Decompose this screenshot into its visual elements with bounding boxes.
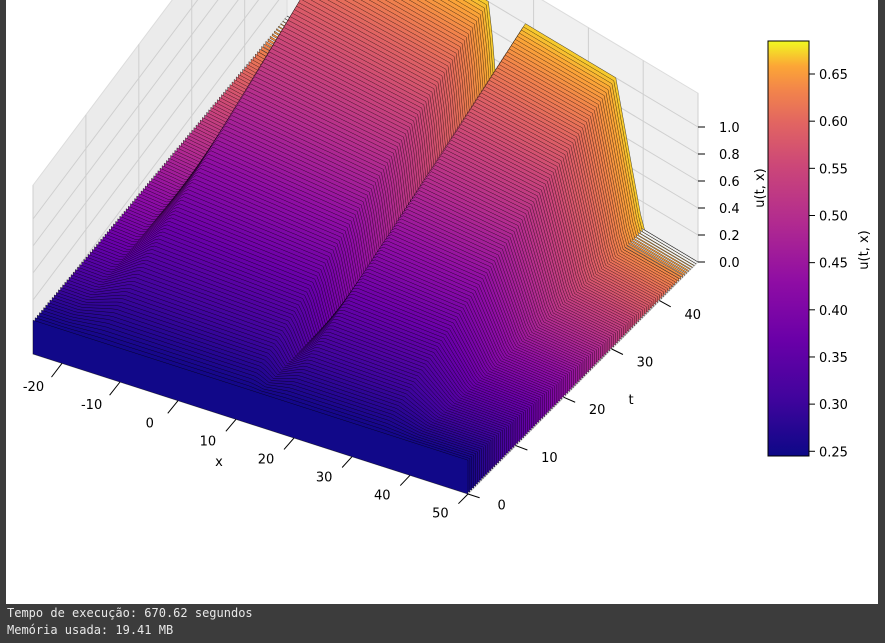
colorbar: 0.25 0.30 0.35 0.40 0.45 0.50 0.55 0.60 0.65 u(t… <box>767 40 872 460</box>
surface <box>32 0 699 495</box>
x-tick-label: 30 <box>316 471 333 486</box>
x-tick-mark <box>109 381 121 396</box>
z-tick-label: 1.0 <box>719 121 740 136</box>
t-tick-mark <box>611 348 624 355</box>
t-tick-mark <box>515 445 528 451</box>
x-tick-label: -10 <box>81 398 102 413</box>
t-tick-label: 0 <box>497 499 505 514</box>
x-tick-mark <box>167 400 179 414</box>
t-tick-label: 40 <box>684 308 701 323</box>
x-tick-mark <box>458 493 469 505</box>
x-tick-label: 10 <box>200 434 217 449</box>
t-tick-mark <box>563 396 576 403</box>
colorbar-tick-label: 0.40 <box>819 304 848 319</box>
x-tick-mark <box>225 419 237 432</box>
x-tick-mark <box>341 456 353 468</box>
t-tick-label: 10 <box>541 451 558 466</box>
console-output: Tempo de execução: 670.62 segundos Memór… <box>0 604 885 643</box>
x-axis-label: x <box>215 455 223 470</box>
t-tick-label: 20 <box>589 403 606 418</box>
t-tick-label: 30 <box>637 356 654 371</box>
colorbar-tick-label: 0.30 <box>819 398 848 413</box>
x-axis-ticks: -20 -10 0 10 20 30 40 50 <box>23 363 469 522</box>
plot-area: -20 -10 0 10 20 30 40 50 0 10 20 30 40 0.0 0.2 0.4 0.6… <box>6 0 878 604</box>
t-tick-mark <box>659 300 671 308</box>
z-axis-ticks: 0.0 0.2 0.4 0.6 0.8 1.0 <box>698 121 740 271</box>
colorbar-tick-label: 0.50 <box>819 209 848 224</box>
z-tick-label: 0.2 <box>719 229 740 244</box>
memory-used-text: Memória usada: 19.41 MB <box>7 623 174 637</box>
x-tick-label: 50 <box>432 507 449 522</box>
surface-chart: -20 -10 0 10 20 30 40 50 0 10 20 30 40 0.0 0.2 0.4 0.6… <box>23 0 872 522</box>
x-tick-mark <box>399 474 411 486</box>
x-tick-label: -20 <box>23 380 44 395</box>
colorbar-tick-label: 0.60 <box>819 115 848 130</box>
z-tick-label: 0.4 <box>719 202 740 217</box>
z-axis-label: u(t, x) <box>753 168 768 207</box>
x-tick-mark <box>283 437 295 450</box>
execution-time-text: Tempo de execução: 670.62 segundos <box>7 606 253 620</box>
colorbar-ticks: 0.25 0.30 0.35 0.40 0.45 0.50 0.55 0.60 0.65 <box>809 68 848 460</box>
z-tick-label: 0.0 <box>719 256 740 271</box>
t-axis-ticks: 0 10 20 30 40 <box>467 300 701 514</box>
x-tick-label: 0 <box>146 416 154 431</box>
colorbar-tick-label: 0.65 <box>819 68 848 83</box>
colorbar-gradient <box>767 40 810 457</box>
z-tick-label: 0.6 <box>719 175 740 190</box>
t-axis-label: t <box>628 393 633 408</box>
colorbar-tick-label: 0.25 <box>819 445 848 460</box>
colorbar-tick-label: 0.35 <box>819 351 848 366</box>
t-tick-mark <box>467 493 480 499</box>
x-tick-label: 40 <box>374 489 391 504</box>
x-tick-mark <box>51 363 63 378</box>
z-tick-label: 0.8 <box>719 148 740 163</box>
surface-strip <box>32 319 469 495</box>
colorbar-tick-label: 0.55 <box>819 162 848 177</box>
colorbar-label: u(t, x) <box>857 230 872 269</box>
colorbar-tick-label: 0.45 <box>819 257 848 272</box>
x-tick-label: 20 <box>258 452 275 467</box>
